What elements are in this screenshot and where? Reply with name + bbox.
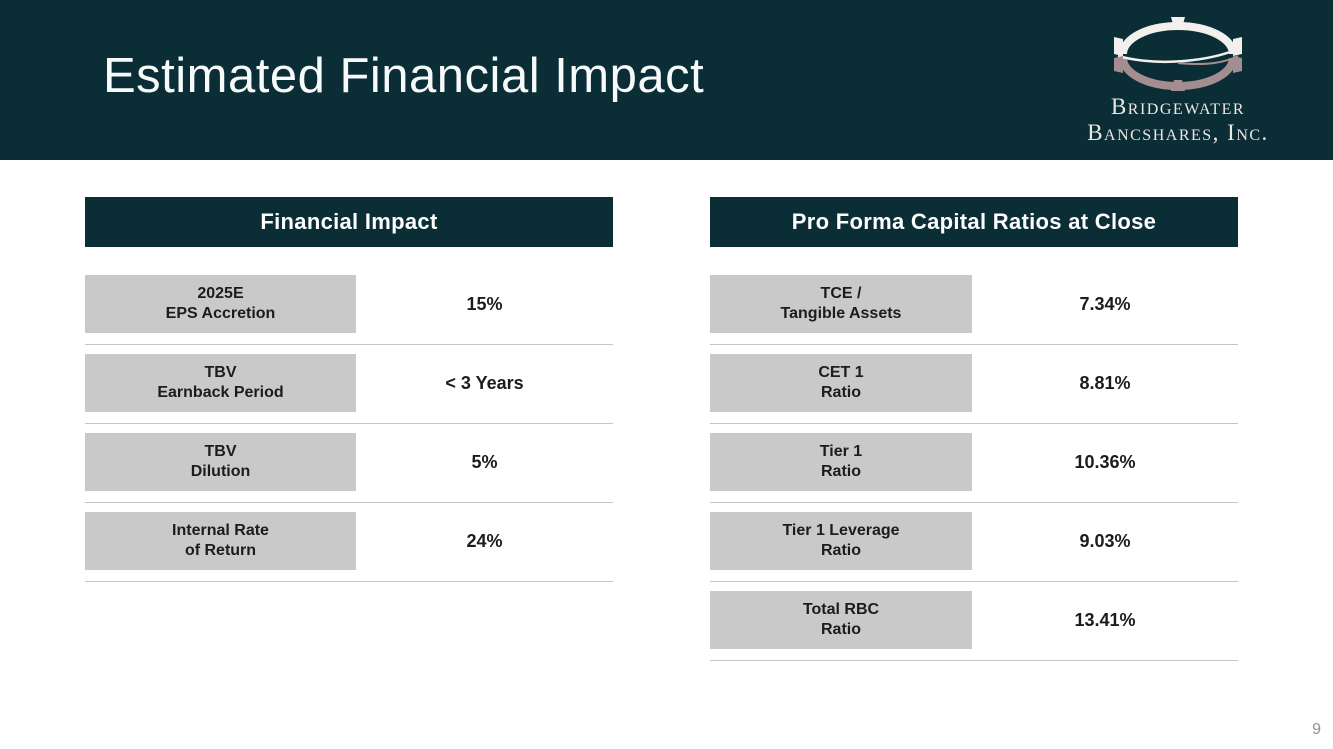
- row-label-line1: Total RBC: [802, 601, 880, 618]
- table-row: CET 1 Ratio 8.81%: [710, 354, 1238, 424]
- row-label-line1: TCE /: [820, 285, 862, 302]
- row-label-line2: of Return: [184, 542, 257, 559]
- pro-forma-table-header: Pro Forma Capital Ratios at Close: [710, 197, 1238, 247]
- row-label-line1: Internal Rate: [172, 522, 269, 539]
- row-label-line2: Earnback Period: [157, 384, 284, 401]
- table-row: Tier 1 Ratio 10.36%: [710, 433, 1238, 503]
- row-label-line1: CET 1: [818, 364, 864, 381]
- table-row: Internal Rate of Return 24%: [85, 512, 613, 582]
- row-label-line2: Ratio: [821, 621, 861, 638]
- company-logo: Bridgewater Bancshares, Inc.: [1063, 10, 1293, 146]
- row-label: Tier 1 Ratio: [710, 433, 972, 491]
- row-label: Total RBC Ratio: [710, 591, 972, 649]
- row-label-line1: Tier 1 Leverage: [782, 522, 900, 539]
- row-label: TBV Dilution: [85, 433, 356, 491]
- row-value: 24%: [466, 530, 503, 551]
- row-label-line2: Dilution: [190, 463, 251, 480]
- title-banner: Estimated Financial Impact Bridgewater B…: [0, 0, 1333, 160]
- row-label: Tier 1 Leverage Ratio: [710, 512, 972, 570]
- bridge-arch-logo-icon: [1114, 17, 1242, 91]
- table-row: TBV Dilution 5%: [85, 433, 613, 503]
- row-label: TCE / Tangible Assets: [710, 275, 972, 333]
- financial-impact-table-body: 2025E EPS Accretion 15% TBV Earnback Per…: [85, 275, 613, 582]
- row-label: 2025E EPS Accretion: [85, 275, 356, 333]
- row-label-line2: Ratio: [821, 463, 861, 480]
- row-label-line2: Ratio: [821, 384, 861, 401]
- row-value: 9.03%: [1079, 530, 1131, 551]
- row-label-line1: TBV: [204, 443, 237, 460]
- table-row: 2025E EPS Accretion 15%: [85, 275, 613, 345]
- row-label-line2: Ratio: [821, 542, 861, 559]
- logo-text-line1: Bridgewater: [1110, 94, 1246, 119]
- page-number: 9: [1312, 721, 1321, 738]
- row-value: 15%: [466, 293, 503, 314]
- table-row: TCE / Tangible Assets 7.34%: [710, 275, 1238, 345]
- row-label: CET 1 Ratio: [710, 354, 972, 412]
- table-row: Tier 1 Leverage Ratio 9.03%: [710, 512, 1238, 582]
- financial-impact-table: Financial Impact 2025E EPS Accretion 15%…: [85, 197, 613, 591]
- row-value: 8.81%: [1079, 372, 1131, 393]
- row-value: 13.41%: [1074, 609, 1136, 630]
- financial-impact-table-header: Financial Impact: [85, 197, 613, 247]
- logo-text-line2: Bancshares, Inc.: [1087, 119, 1269, 145]
- pro-forma-capital-ratios-table: Pro Forma Capital Ratios at Close TCE / …: [710, 197, 1238, 670]
- row-value: 5%: [471, 451, 498, 472]
- row-label-line1: TBV: [204, 364, 237, 381]
- row-label: TBV Earnback Period: [85, 354, 356, 412]
- row-label-line2: EPS Accretion: [165, 305, 276, 322]
- row-label-line1: 2025E: [197, 285, 244, 302]
- row-value: 7.34%: [1079, 293, 1131, 314]
- row-label-line2: Tangible Assets: [780, 305, 902, 322]
- table-row: TBV Earnback Period < 3 Years: [85, 354, 613, 424]
- row-value: 10.36%: [1074, 451, 1136, 472]
- pro-forma-table-body: TCE / Tangible Assets 7.34% CET 1 Ratio …: [710, 275, 1238, 661]
- table-row: Total RBC Ratio 13.41%: [710, 591, 1238, 661]
- page-title: Estimated Financial Impact: [103, 49, 705, 103]
- row-value: < 3 Years: [445, 372, 524, 393]
- row-label-line1: Tier 1: [819, 443, 863, 460]
- row-label: Internal Rate of Return: [85, 512, 356, 570]
